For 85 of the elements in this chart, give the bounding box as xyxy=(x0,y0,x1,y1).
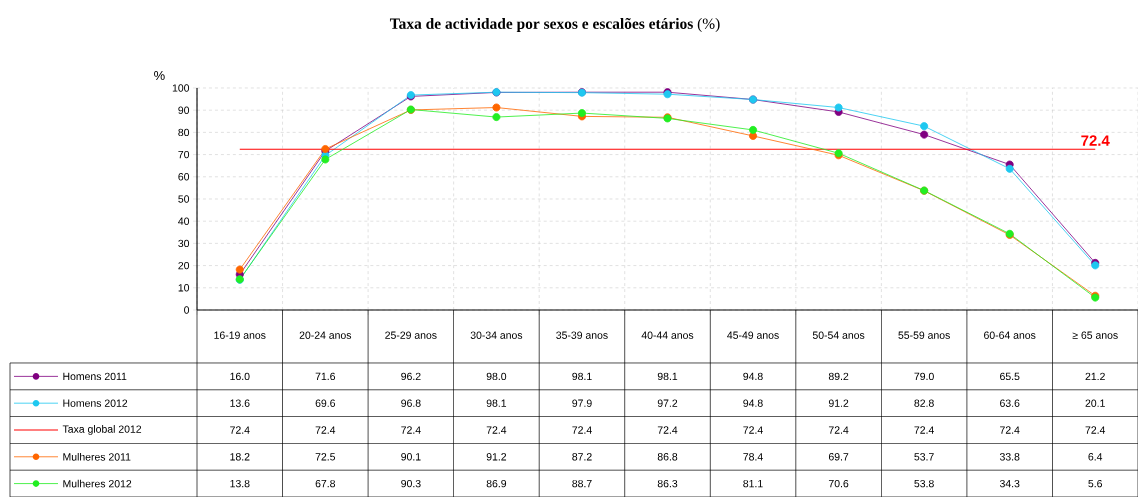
data-label: 88.7 xyxy=(572,479,592,488)
data-label: 72.4 xyxy=(657,426,678,434)
data-label: 90.3 xyxy=(401,479,421,488)
data-label: 86.9 xyxy=(486,479,507,488)
data-label: 72.4 xyxy=(230,426,250,434)
data-label: 71.6 xyxy=(315,372,336,381)
data-label: 72.4 xyxy=(315,426,336,434)
data-label: 86.3 xyxy=(657,479,678,488)
y-tick-label: 50 xyxy=(178,195,190,203)
data-label: 72.4 xyxy=(486,426,507,434)
legend-label: Mulheres 2012 xyxy=(63,479,132,488)
data-label: 86.8 xyxy=(657,453,678,461)
x-tick-label: 50-54 anos xyxy=(812,331,865,339)
data-label: 72.4 xyxy=(1085,426,1106,434)
y-tick-label: 80 xyxy=(178,128,190,137)
x-tick-label: 40-44 anos xyxy=(641,331,694,339)
x-tick-label: 35-39 anos xyxy=(556,331,608,339)
x-tick-label: ≥ 65 anos xyxy=(1072,331,1118,339)
data-label: 98.1 xyxy=(657,372,678,381)
x-tick-label: 20-24 anos xyxy=(299,331,352,339)
y-axis-title: % xyxy=(154,70,165,81)
data-label: 72.4 xyxy=(572,426,592,434)
y-tick-label: 10 xyxy=(178,284,190,292)
data-label: 98.1 xyxy=(572,372,592,381)
chart-title: Taxa de actividade por sexos e escalões etários (%) xyxy=(389,17,720,32)
data-label: 72.4 xyxy=(828,426,849,434)
legend-label: Mulheres 2011 xyxy=(63,452,131,461)
y-tick-label: 20 xyxy=(178,261,190,270)
data-label: 97.9 xyxy=(572,399,592,407)
x-tick-label: 16-19 anos xyxy=(214,331,266,339)
data-label: 63.6 xyxy=(1000,399,1020,407)
data-label: 96.2 xyxy=(401,372,421,381)
data-label: 20.1 xyxy=(1085,399,1105,407)
data-label: 98.0 xyxy=(486,372,507,381)
data-label: 53.7 xyxy=(914,453,934,461)
data-label: 34.3 xyxy=(999,479,1020,488)
legend-label: Taxa global 2012 xyxy=(62,425,142,435)
y-tick-label: 30 xyxy=(178,239,190,248)
data-label: 67.8 xyxy=(315,479,336,488)
data-label: 18.2 xyxy=(230,453,250,461)
y-tick-label: 60 xyxy=(178,173,190,181)
data-label: 72.4 xyxy=(1000,426,1020,434)
data-label: 6.4 xyxy=(1088,453,1103,461)
x-tick-label: 55-59 anos xyxy=(898,331,950,339)
annotation: 72.4 xyxy=(1081,135,1110,146)
data-label: 33.8 xyxy=(999,453,1020,461)
x-tick-label: 45-49 anos xyxy=(727,331,779,339)
y-tick-label: 90 xyxy=(178,106,190,114)
data-label: 94.8 xyxy=(743,399,763,407)
data-label: 98.1 xyxy=(486,399,507,407)
legend-label: Homens 2012 xyxy=(63,399,128,407)
y-tick-label: 0 xyxy=(184,306,190,314)
data-label: 13.6 xyxy=(230,399,250,407)
x-tick-label: 60-64 anos xyxy=(984,331,1036,339)
y-tick-label: 100 xyxy=(172,84,190,92)
data-label: 65.5 xyxy=(1000,372,1020,381)
data-label: 78.4 xyxy=(743,453,763,461)
data-label: 91.2 xyxy=(828,399,849,407)
data-label: 91.2 xyxy=(486,453,507,461)
data-label: 70.6 xyxy=(828,479,849,488)
x-tick-label: 30-34 anos xyxy=(470,331,523,339)
data-label: 13.8 xyxy=(230,479,250,488)
data-label: 16.0 xyxy=(230,372,250,381)
data-label: 72.4 xyxy=(401,426,421,434)
x-tick-label: 25-29 anos xyxy=(385,331,437,339)
data-label: 97.2 xyxy=(657,399,678,407)
data-label: 82.8 xyxy=(914,399,934,407)
data-label: 90.1 xyxy=(401,453,421,461)
data-label: 69.7 xyxy=(828,453,849,461)
data-label: 69.6 xyxy=(315,399,336,407)
data-label: 5.6 xyxy=(1088,479,1103,488)
y-tick-label: 70 xyxy=(178,150,190,159)
data-label: 96.8 xyxy=(401,399,421,407)
data-label: 79.0 xyxy=(914,372,934,381)
data-label: 89.2 xyxy=(828,372,849,381)
y-tick-label: 40 xyxy=(178,217,190,225)
data-label: 21.2 xyxy=(1085,372,1105,381)
legend-label: Homens 2011 xyxy=(63,372,127,381)
data-label: 72.5 xyxy=(315,453,336,461)
data-label: 53.8 xyxy=(914,479,934,488)
data-label: 72.4 xyxy=(743,426,763,434)
data-label: 94.8 xyxy=(743,372,763,381)
data-label: 72.4 xyxy=(914,426,934,434)
data-label: 87.2 xyxy=(572,453,592,461)
data-label: 81.1 xyxy=(743,479,763,488)
